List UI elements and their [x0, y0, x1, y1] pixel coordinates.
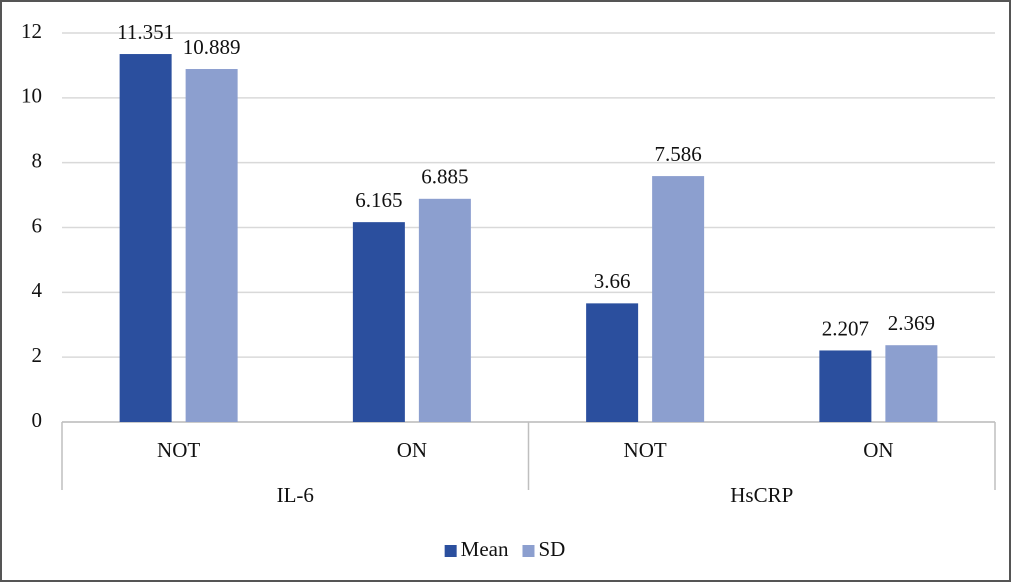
- y-tick-label: 8: [32, 148, 43, 172]
- bar: [185, 69, 238, 422]
- bar: [352, 222, 405, 422]
- bar: [119, 54, 172, 422]
- data-label: 3.66: [594, 269, 631, 293]
- y-tick-label: 4: [32, 278, 43, 302]
- bar: [652, 176, 705, 422]
- bar: [418, 198, 471, 422]
- group-label: IL-6: [277, 483, 314, 507]
- x-tick-label: NOT: [157, 438, 200, 462]
- x-tick-label: NOT: [624, 438, 667, 462]
- legend-label: Mean: [461, 537, 509, 561]
- data-label: 6.885: [421, 165, 468, 189]
- data-label: 2.369: [888, 311, 935, 335]
- legend-swatch: [522, 545, 535, 557]
- legend-swatch: [444, 545, 457, 557]
- data-label: 7.586: [655, 142, 702, 166]
- x-tick-label: ON: [863, 438, 893, 462]
- y-tick-label: 6: [32, 213, 43, 237]
- bar: [819, 350, 872, 422]
- y-tick-label: 12: [21, 19, 42, 43]
- data-label: 6.165: [355, 188, 402, 212]
- bar: [885, 345, 938, 422]
- data-label: 11.351: [117, 20, 174, 44]
- bar: [586, 303, 639, 422]
- y-tick-label: 2: [32, 343, 43, 367]
- group-label: HsCRP: [730, 483, 793, 507]
- x-tick-label: ON: [397, 438, 427, 462]
- y-tick-label: 0: [32, 408, 43, 432]
- y-tick-label: 10: [21, 84, 42, 108]
- data-label: 2.207: [822, 316, 869, 340]
- data-label: 10.889: [183, 35, 241, 59]
- legend-label: SD: [538, 537, 565, 561]
